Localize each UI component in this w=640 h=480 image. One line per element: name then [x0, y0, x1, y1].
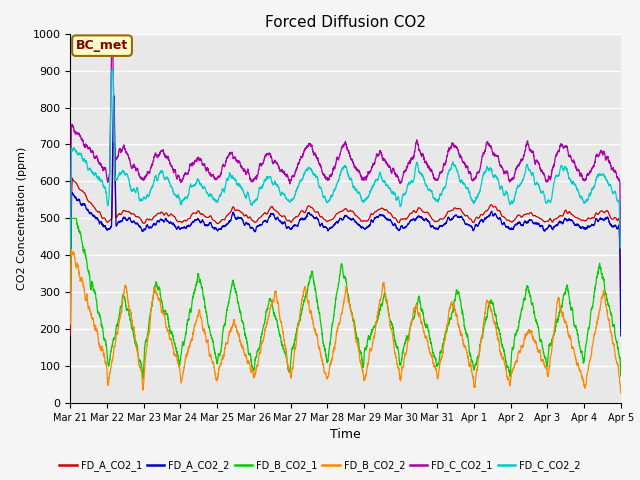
Title: Forced Diffusion CO2: Forced Diffusion CO2: [265, 15, 426, 30]
Legend: FD_A_CO2_1, FD_A_CO2_2, FD_B_CO2_1, FD_B_CO2_2, FD_C_CO2_1, FD_C_CO2_2: FD_A_CO2_1, FD_A_CO2_2, FD_B_CO2_1, FD_B…: [56, 456, 584, 475]
X-axis label: Time: Time: [330, 429, 361, 442]
Y-axis label: CO2 Concentration (ppm): CO2 Concentration (ppm): [17, 147, 27, 290]
Text: BC_met: BC_met: [76, 39, 128, 52]
